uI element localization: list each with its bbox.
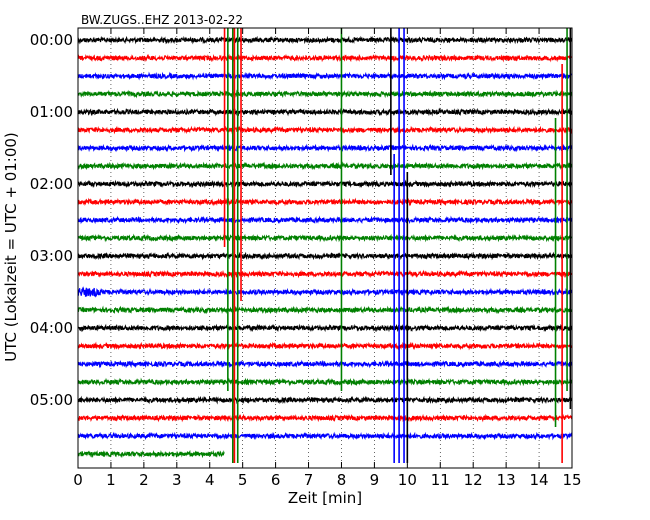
x-tick-label: 5 [238, 471, 248, 489]
x-tick-label: 13 [497, 471, 516, 489]
x-tick-label: 10 [398, 471, 417, 489]
trace-1 [77, 53, 572, 63]
x-tick-label: 11 [431, 471, 450, 489]
trace-0 [77, 35, 573, 45]
trace-23 [77, 449, 225, 459]
trace-7 [77, 161, 573, 171]
x-tick-label: 12 [464, 471, 483, 489]
event-spikes [223, 28, 572, 463]
trace-3 [77, 89, 573, 99]
x-tick-label: 14 [530, 471, 549, 489]
y-axis-label: UTC (Lokalzeit = UTC + 01:00) [2, 132, 20, 362]
seismogram-traces [77, 35, 573, 459]
x-tick-label: 8 [337, 471, 347, 489]
y-tick-label: 02:00 [30, 175, 73, 193]
x-axis-ticks: 0 1 2 3 4 5 6 7 8 9 10 11 12 13 14 15 [73, 28, 582, 489]
x-tick-label: 2 [139, 471, 149, 489]
trace-22 [77, 431, 573, 441]
trace-10 [77, 215, 573, 225]
trace-4 [77, 107, 573, 117]
x-tick-label: 15 [562, 471, 581, 489]
trace-19 [77, 377, 573, 387]
trace-13 [77, 269, 573, 279]
x-tick-label: 1 [106, 471, 116, 489]
y-axis-ticks: 00:00 01:00 02:00 03:00 04:00 05:00 [30, 31, 572, 409]
trace-8 [77, 179, 573, 189]
x-tick-label: 6 [271, 471, 281, 489]
trace-9 [77, 197, 573, 207]
x-axis-label: Zeit [min] [288, 489, 362, 507]
trace-21 [77, 413, 573, 423]
x-tick-label: 9 [370, 471, 380, 489]
x-tick-label: 4 [205, 471, 215, 489]
trace-20 [77, 395, 573, 405]
x-tick-label: 0 [73, 471, 83, 489]
x-tick-label: 3 [172, 471, 182, 489]
trace-18 [77, 359, 573, 369]
y-tick-label: 01:00 [30, 103, 73, 121]
trace-16 [77, 323, 573, 333]
y-tick-label: 05:00 [30, 391, 73, 409]
y-tick-label: 00:00 [30, 31, 73, 49]
y-tick-label: 03:00 [30, 247, 73, 265]
x-tick-label: 7 [304, 471, 314, 489]
trace-12 [77, 251, 573, 261]
trace-2 [77, 71, 572, 81]
trace-14 [77, 286, 573, 298]
chart-title: BW.ZUGS..EHZ 2013-02-22 [81, 13, 243, 27]
plot-frame [77, 27, 573, 469]
trace-15 [77, 305, 573, 315]
trace-17 [77, 341, 573, 351]
y-tick-label: 04:00 [30, 319, 73, 337]
trace-6 [77, 143, 572, 153]
trace-5 [77, 125, 573, 135]
trace-11 [77, 233, 572, 243]
